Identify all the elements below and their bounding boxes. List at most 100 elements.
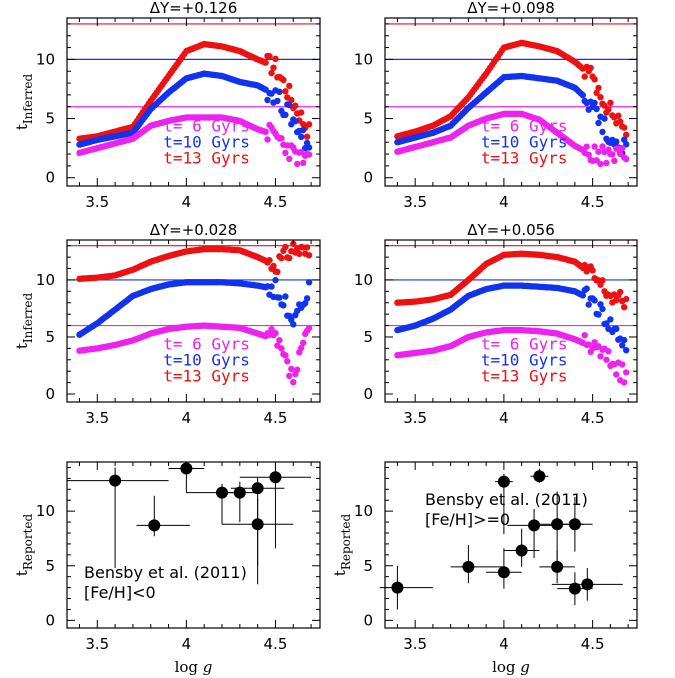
x-axis-label: log g [492, 658, 530, 676]
data-point [303, 244, 311, 251]
x-tick-label: 4 [499, 635, 509, 653]
y-tick-label: 0 [363, 611, 373, 629]
data-point [591, 76, 598, 83]
data-point [268, 326, 275, 333]
x-tick-label: 4 [182, 193, 192, 211]
data-point [272, 55, 279, 62]
annotation-line-1: Bensby et al. (2011) [84, 563, 247, 582]
y-tick-label: 10 [354, 271, 373, 289]
reported-star [450, 545, 504, 584]
legend-entry-magenta: t= 6 Gyrs [163, 335, 250, 354]
data-point [623, 155, 630, 163]
series-blue [394, 282, 630, 354]
data-point [280, 302, 287, 309]
data-point [599, 277, 606, 284]
data-point [497, 475, 510, 488]
series-red [394, 250, 630, 311]
legend-entry-blue: t=10 Gyrs [481, 133, 568, 152]
data-point [251, 482, 264, 495]
data-point [286, 155, 293, 162]
data-point [268, 283, 275, 290]
data-point [607, 99, 614, 107]
data-point [623, 141, 630, 148]
x-tick-label: 4 [182, 409, 192, 427]
data-point [270, 64, 277, 71]
y-tick-label: 0 [45, 385, 55, 403]
data-point [274, 97, 281, 105]
data-point [303, 133, 311, 140]
data-point [274, 268, 281, 276]
y-axis-label: tInferred [13, 293, 35, 350]
data-point [583, 143, 590, 150]
data-point [290, 321, 297, 328]
y-tick-label: 10 [36, 50, 55, 68]
series-blue [394, 72, 630, 157]
plot-frame [384, 239, 638, 403]
annotation-line-2: [Fe/H]<0 [84, 583, 156, 602]
data-point [290, 379, 297, 386]
data-point [568, 582, 581, 595]
plot-frame [66, 239, 321, 403]
plot-frame [66, 461, 321, 629]
data-point [621, 379, 628, 386]
data-point [581, 332, 588, 339]
data-point [597, 94, 604, 101]
data-point [288, 365, 295, 373]
data-point [579, 292, 586, 299]
reported-star [186, 483, 240, 525]
reported-star [239, 463, 312, 549]
data-point [613, 371, 620, 378]
data-point [148, 519, 161, 532]
x-tick-label: 3.5 [403, 409, 427, 427]
data-point [551, 560, 564, 573]
x-tick-label: 4.5 [264, 409, 288, 427]
plot-frame [384, 17, 638, 187]
reported-star [495, 474, 513, 535]
y-tick-label: 0 [45, 611, 55, 629]
data-point [617, 288, 624, 296]
data-point [621, 336, 628, 344]
legend-entry-blue: t=10 Gyrs [481, 351, 568, 370]
data-point [533, 470, 546, 483]
data-point [298, 148, 305, 156]
data-point [305, 252, 313, 259]
reported-star [539, 550, 575, 584]
data-point [591, 339, 598, 346]
data-point [305, 279, 313, 286]
reported-star [551, 567, 623, 601]
data-point [591, 297, 598, 304]
reported-star [557, 496, 593, 552]
data-point [298, 133, 305, 140]
x-tick-label: 3.5 [85, 193, 109, 211]
data-point [278, 254, 285, 262]
data-point [278, 135, 285, 142]
data-point [278, 345, 285, 352]
legend-entry-blue: t=10 Gyrs [163, 133, 250, 152]
data-point [303, 295, 311, 302]
data-point [621, 304, 628, 311]
x-axis-label: log g [175, 658, 213, 676]
data-point [251, 518, 264, 531]
data-point [599, 143, 606, 150]
data-point [581, 73, 588, 80]
x-tick-label: 4 [182, 635, 192, 653]
data-point [286, 82, 293, 90]
data-point [305, 144, 313, 151]
reported-star [503, 528, 540, 567]
data-point [605, 106, 612, 113]
data-point [583, 285, 590, 292]
data-point [609, 151, 616, 158]
legend-entry-blue: t=10 Gyrs [163, 351, 250, 370]
data-point [593, 105, 600, 113]
data-point [391, 581, 404, 594]
y-tick-label: 0 [363, 169, 373, 187]
data-point [595, 311, 602, 318]
y-tick-label: 5 [363, 328, 373, 346]
reported-star [486, 548, 522, 589]
data-point [623, 131, 630, 138]
data-point [300, 339, 307, 346]
plot-frame [384, 461, 638, 629]
